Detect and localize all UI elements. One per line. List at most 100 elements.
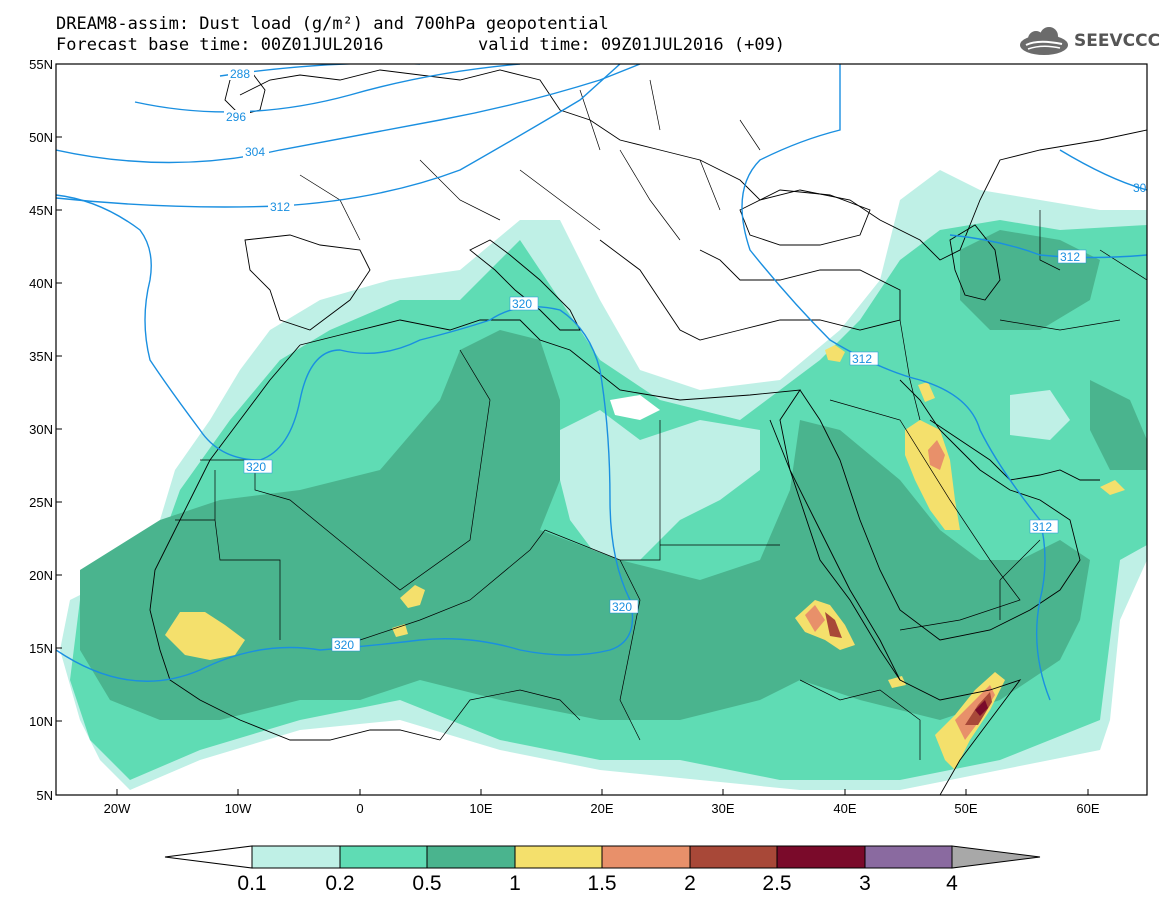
dust-spot-yellow-algeria <box>400 585 425 608</box>
dust-spot-yellow-kuwait <box>918 382 935 402</box>
svg-text:312: 312 <box>270 200 290 214</box>
border-nigeria <box>439 689 581 741</box>
colorbar-tick-label: 0.2 <box>325 872 355 895</box>
lat-label: 50N <box>29 130 53 145</box>
dust-spot-yellow-senegal <box>165 612 245 660</box>
coast-italy <box>469 239 581 331</box>
lon-label: 40E <box>833 801 856 816</box>
colorbar-arrow-low <box>164 845 253 869</box>
colorbar-cell <box>251 845 341 869</box>
contour-labels: 288 296 304 312 320 320 320 320 312 312 … <box>224 67 1147 652</box>
lon-label: 60E <box>1076 801 1099 816</box>
colorbar-tick-label: 3 <box>859 872 871 895</box>
latitude-labels: 55N 50N 45N 40N 35N 30N 25N 20N 15N 10N … <box>29 57 53 803</box>
svg-text:320: 320 <box>246 460 266 474</box>
lat-label: 15N <box>29 641 53 656</box>
longitude-labels: 20W 10W 0 10E 20E 30E 40E 50E 60E <box>104 801 1100 816</box>
colorbar-cell <box>776 845 866 869</box>
forecast-base-time: Forecast base time: 00Z01JUL2016 <box>56 35 384 55</box>
lat-label: 45N <box>29 203 53 218</box>
svg-text:320: 320 <box>612 600 632 614</box>
svg-text:304: 304 <box>245 145 265 159</box>
border-ethiopia <box>799 679 921 760</box>
contour-label-288: 288 <box>228 67 254 81</box>
colorbar-cell <box>514 845 603 869</box>
colorbar-cell <box>426 845 516 869</box>
coast-persian-gulf <box>929 419 1100 481</box>
colorbar-tick-label: 1.5 <box>587 872 617 895</box>
dust-patch-light-libya <box>610 395 660 420</box>
coast-black-sea <box>739 189 871 246</box>
cloud-icon <box>1020 27 1068 55</box>
coast-west-africa <box>149 344 441 741</box>
dust-spot-orange-iraq <box>928 440 945 470</box>
lon-label: 30E <box>711 801 734 816</box>
dust-spot-orange-sudan <box>805 605 825 632</box>
logo-text: SEEVCCC <box>1074 31 1161 51</box>
lat-label: 10N <box>29 714 53 729</box>
colorbar-tick-label: 4 <box>946 872 958 895</box>
coast-caspian <box>949 224 1001 301</box>
lon-label: 10W <box>225 801 252 816</box>
contour-label-312-syria: 312 <box>849 351 879 366</box>
dust-patch-light-arabia <box>1010 390 1070 440</box>
lon-label: 20W <box>104 801 131 816</box>
border-europe-grid <box>299 79 761 241</box>
svg-text:312: 312 <box>852 352 872 366</box>
svg-text:288: 288 <box>230 67 250 81</box>
contour-320 <box>56 194 634 682</box>
colorbar-tick-label: 1 <box>509 872 521 895</box>
contour-label-30-edge: 30 <box>1133 181 1147 195</box>
map-title: DREAM8-assim: Dust load (g/m²) and 700hP… <box>56 14 609 34</box>
contour-312-north <box>56 64 621 208</box>
colorbar-tick-label: 2 <box>684 872 696 895</box>
lat-label: 25N <box>29 495 53 510</box>
colorbar-cell <box>689 845 778 869</box>
seevccc-logo: SEEVCCC <box>1018 27 1161 57</box>
valid-time: valid time: 09Z01JUL2016 (+09) <box>478 35 786 55</box>
contour-label-320-sudan: 320 <box>609 599 639 614</box>
colorbar <box>164 845 1041 869</box>
lat-label: 40N <box>29 276 53 291</box>
dust-spot-darkred-somalia <box>975 700 988 716</box>
coast-balkans-turkey <box>599 239 901 341</box>
contour-label-320-morocco: 320 <box>243 459 273 474</box>
lon-label: 0 <box>356 801 363 816</box>
coast-arabia <box>799 379 1081 641</box>
border-central-asia <box>999 210 1147 331</box>
dust-spot-yellow-syria <box>825 345 845 362</box>
axis-ticks <box>56 63 1089 796</box>
border-libya <box>459 349 661 561</box>
lat-label: 30N <box>29 422 53 437</box>
contour-label-312-oman: 312 <box>1029 519 1059 534</box>
border-mauritania <box>175 470 281 640</box>
border-chad-sudan <box>619 559 641 741</box>
coast-red-sea <box>769 419 901 681</box>
contour-label-304: 304 <box>243 145 269 159</box>
svg-text:320: 320 <box>512 297 532 311</box>
lon-label: 20E <box>590 801 613 816</box>
svg-text:30: 30 <box>1133 181 1147 195</box>
colorbar-cell <box>339 845 428 869</box>
colorbar-arrow-high <box>951 845 1041 869</box>
dust-spot-brown-sudan <box>825 612 842 638</box>
contour-312-east <box>741 64 1147 701</box>
contour-label-296: 296 <box>224 110 250 124</box>
svg-text:312: 312 <box>1060 250 1080 264</box>
colorbar-cell <box>864 845 953 869</box>
dust-band-0-5-iran <box>1090 380 1147 470</box>
lat-label: 20N <box>29 568 53 583</box>
lat-label: 5N <box>36 788 53 803</box>
contour-label-320-med: 320 <box>509 296 539 311</box>
contour-label-312-west: 312 <box>268 200 294 214</box>
coast-iberia-africa <box>244 234 1022 795</box>
contour-304 <box>56 64 641 164</box>
contour-296 <box>134 64 521 113</box>
svg-text:312: 312 <box>1032 520 1052 534</box>
dust-spot-yellow-gulf <box>1100 480 1125 495</box>
lon-label: 50E <box>954 801 977 816</box>
border-yemen-oman <box>999 539 1041 620</box>
border-saudi <box>829 399 1021 631</box>
colorbar-tick-label: 0.1 <box>237 872 267 895</box>
